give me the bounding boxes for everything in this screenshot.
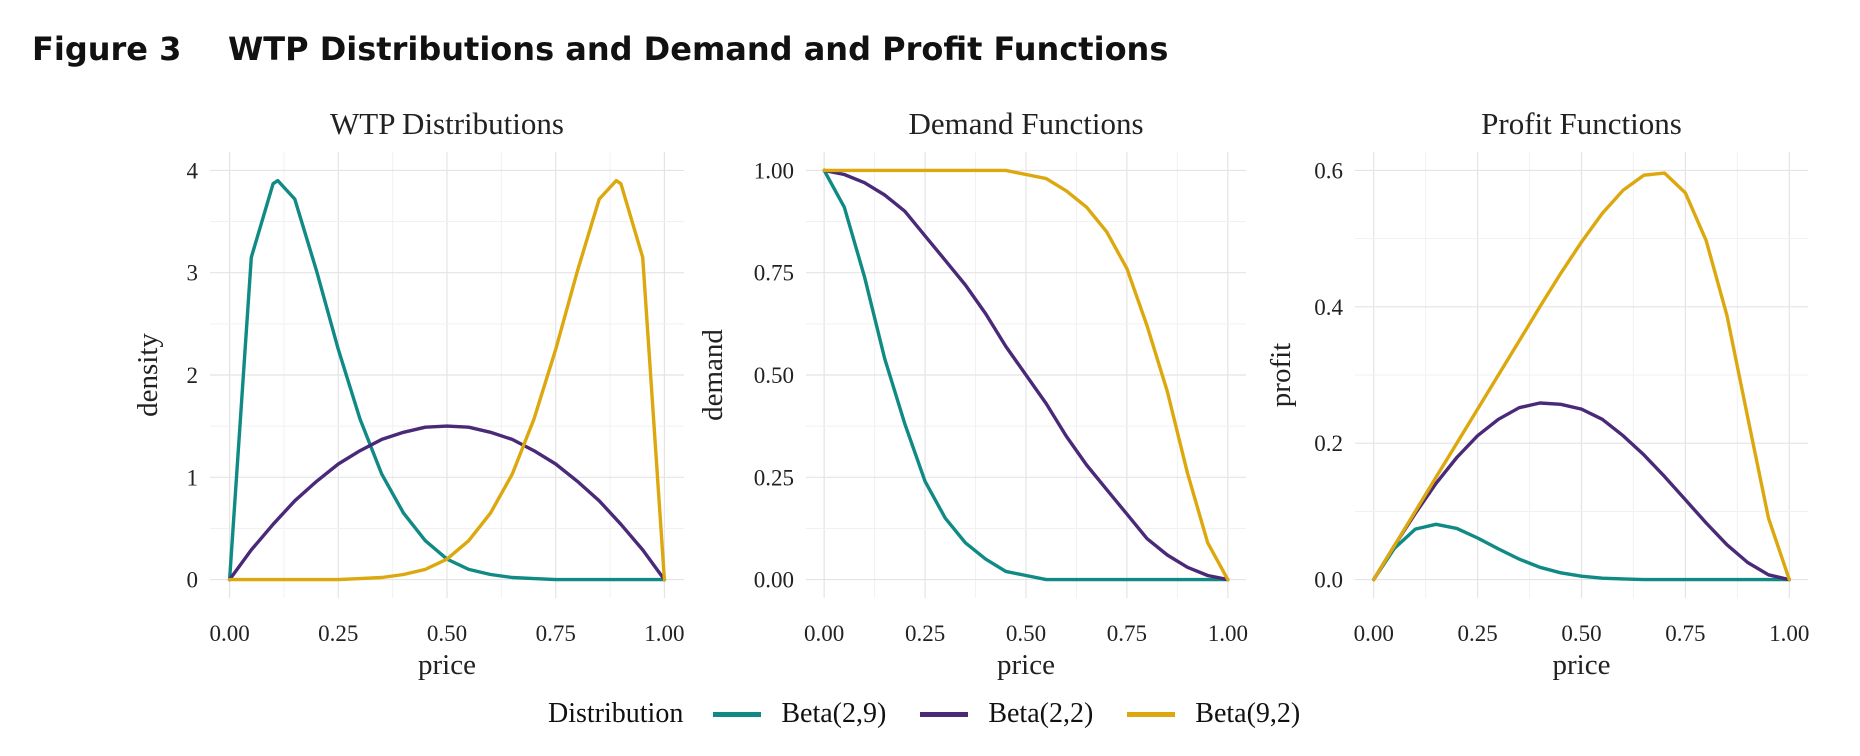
y-tick-label: 0 — [187, 568, 199, 593]
x-tick-label: 1.00 — [1769, 621, 1809, 646]
series-line-beta-9-2 — [822, 168, 1230, 582]
figure-caption: WTP Distributions and Demand and Profit … — [228, 30, 1169, 68]
y-tick-label: 0.75 — [754, 261, 794, 286]
x-tick-label: 0.75 — [1107, 621, 1147, 646]
x-tick-label: 0.00 — [1354, 621, 1394, 646]
legend-swatch — [1127, 711, 1176, 717]
x-tick-label: 1.00 — [644, 621, 684, 646]
y-tick-label: 4 — [187, 158, 199, 183]
y-tick-label: 3 — [187, 261, 199, 286]
legend-item-beta-2-9: Beta(2,9) — [713, 698, 886, 730]
x-tick-label: 0.75 — [1665, 621, 1705, 646]
x-tick-label: 0.75 — [536, 621, 576, 646]
series-line-beta-2-9 — [822, 168, 1230, 582]
x-axis-label: price — [418, 649, 476, 681]
figure-title: Figure 3 WTP Distributions and Demand and… — [32, 30, 1168, 68]
panel-title: Profit Functions — [1481, 106, 1682, 141]
legend-label: Beta(2,2) — [988, 698, 1094, 729]
y-tick-label: 0.0 — [1314, 568, 1343, 593]
x-tick-label: 0.50 — [1006, 621, 1046, 646]
x-tick-label: 0.25 — [1457, 621, 1497, 646]
figure-number: Figure 3 — [32, 30, 182, 68]
legend: Distribution Beta(2,9) Beta(2,2) Beta(9,… — [548, 694, 1334, 734]
charts-area: 0.00 0.25 0.50 0.75 1.00 0 1 2 3 4 WTP Distributio… — [132, 106, 1809, 681]
y-tick-label: 0.50 — [754, 363, 794, 388]
x-tick-label: 0.25 — [905, 621, 945, 646]
y-tick-label: 0.4 — [1314, 295, 1343, 320]
legend-label: Beta(2,9) — [781, 698, 887, 729]
x-tick-label: 0.50 — [427, 621, 467, 646]
y-tick-label: 0.6 — [1314, 158, 1343, 183]
panel-title: WTP Distributions — [330, 106, 564, 141]
x-tick-label: 0.25 — [318, 621, 358, 646]
legend-swatch — [920, 711, 969, 717]
x-tick-label: 0.00 — [209, 621, 249, 646]
x-tick-label: 1.00 — [1208, 621, 1248, 646]
y-tick-label: 0.00 — [754, 568, 794, 593]
y-tick-label: 1 — [187, 465, 199, 490]
series-line-beta-9-2 — [1371, 171, 1792, 582]
y-tick-label: 0.25 — [754, 465, 794, 490]
y-tick-label: 0.2 — [1314, 431, 1343, 456]
panel-title: Demand Functions — [908, 106, 1143, 141]
series-line-beta-2-9 — [1371, 522, 1792, 582]
y-axis-label: density — [132, 333, 164, 417]
panel-demand-functions: 0.00 0.25 0.50 0.75 1.00 0.00 0.25 0.50 0.75 1.00… — [697, 106, 1248, 681]
y-axis-label: demand — [697, 329, 729, 421]
series-line-beta-2-2 — [227, 424, 667, 582]
legend-swatch — [713, 711, 762, 717]
x-axis-label: price — [997, 649, 1055, 681]
panel-wtp-distributions: 0.00 0.25 0.50 0.75 1.00 0 1 2 3 4 WTP Distributio… — [132, 106, 685, 681]
legend-item-beta-9-2: Beta(9,2) — [1127, 698, 1300, 730]
series-line-beta-9-2 — [227, 178, 667, 582]
y-tick-label: 1.00 — [754, 158, 794, 183]
x-tick-label: 0.50 — [1561, 621, 1601, 646]
legend-title: Distribution — [548, 698, 684, 729]
legend-item-beta-2-2: Beta(2,2) — [920, 698, 1093, 730]
y-axis-label: profit — [1265, 343, 1297, 407]
x-axis-label: price — [1553, 649, 1611, 681]
legend-label: Beta(9,2) — [1195, 698, 1301, 729]
panel-profit-functions: 0.00 0.25 0.50 0.75 1.00 0.0 0.2 0.4 0.6 Profit F… — [1265, 106, 1809, 681]
series-line-beta-2-2 — [822, 168, 1230, 582]
x-tick-label: 0.00 — [804, 621, 844, 646]
series-line-beta-2-2 — [1371, 401, 1792, 582]
y-tick-label: 2 — [187, 363, 199, 388]
